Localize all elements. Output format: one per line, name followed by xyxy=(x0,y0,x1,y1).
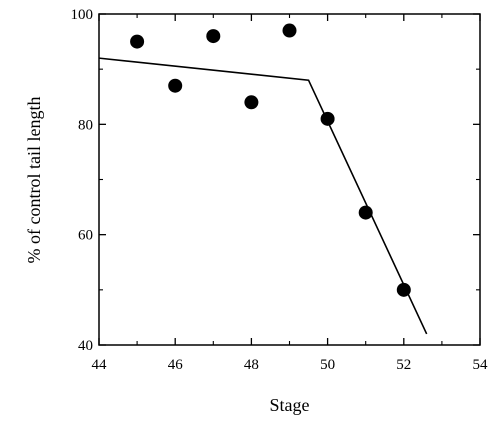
y-tick-label: 100 xyxy=(71,7,94,23)
x-tick-label: 46 xyxy=(168,357,184,373)
data-point xyxy=(168,78,183,93)
x-tick-label: 52 xyxy=(396,357,411,373)
y-tick-label: 60 xyxy=(78,228,93,244)
data-point xyxy=(130,34,145,49)
x-tick-label: 44 xyxy=(92,357,108,373)
x-tick-label: 48 xyxy=(244,357,259,373)
fit-line xyxy=(98,57,428,335)
data-point xyxy=(358,205,373,220)
x-tick-label: 54 xyxy=(473,357,489,373)
data-point xyxy=(282,23,297,38)
data-point xyxy=(206,29,221,44)
x-axis-title: Stage xyxy=(270,395,310,415)
data-points xyxy=(130,23,411,297)
y-tick-label: 80 xyxy=(78,117,93,133)
axis-ticks xyxy=(98,13,481,346)
axis-tick-labels: 44 46 48 50 52 54 40 60 80 100 xyxy=(71,7,489,373)
y-tick-label: 40 xyxy=(78,338,93,354)
data-point xyxy=(396,282,411,297)
y-axis-title: % of control tail length xyxy=(24,97,44,264)
data-point xyxy=(244,95,259,110)
x-tick-label: 50 xyxy=(320,357,335,373)
data-point xyxy=(320,111,335,126)
